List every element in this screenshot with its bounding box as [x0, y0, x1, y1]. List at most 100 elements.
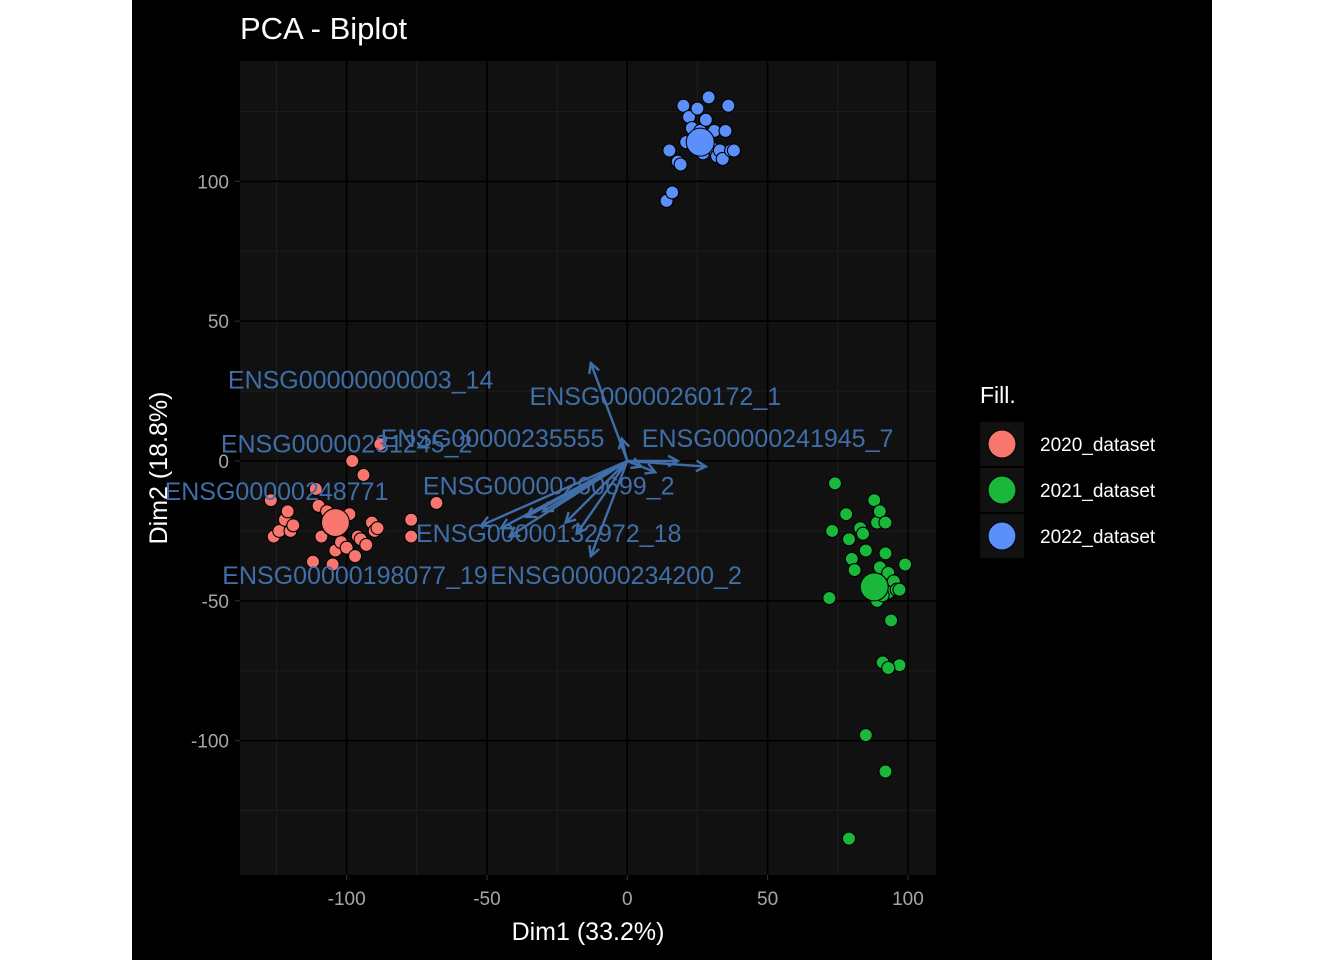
data-point: [348, 549, 363, 564]
data-point: [827, 476, 843, 491]
legend-label: 2022_dataset: [1040, 527, 1156, 548]
variable-arrow-head: [479, 515, 493, 528]
legend-swatch: [987, 475, 1017, 505]
variable-arrows: [479, 360, 709, 559]
variable-labels: ENSG00000000003_14 ENSG00000260172_1 ENSG0…: [165, 366, 894, 590]
data-point: [822, 591, 837, 606]
y-tick-label: 50: [208, 312, 229, 333]
y-tick-label: 100: [197, 172, 229, 193]
variable-arrow-head: [498, 518, 513, 530]
variable-label: ENSG00000241945_7: [642, 425, 894, 453]
y-axis-label: Dim2 (18.8%): [145, 392, 173, 545]
data-point: [726, 143, 741, 158]
data-point: [665, 185, 680, 200]
variable-arrow: [564, 460, 629, 524]
data-point: [356, 467, 371, 483]
data-point: [429, 495, 444, 511]
legend: Fill. 2020_dataset 2021_dataset 2022_datas…: [980, 382, 1156, 558]
data-point: [325, 557, 340, 572]
data-point: [878, 764, 893, 779]
x-axis-label: Dim1 (33.2%): [512, 918, 665, 946]
major-gridlines: [240, 61, 936, 875]
y-axis-ticks: -100 -50 0 50 100: [191, 172, 240, 753]
variable-label: ENSG00000234200_2: [490, 562, 742, 590]
variable-label: ENSG00000248771: [165, 478, 389, 506]
data-point: [872, 504, 887, 519]
variable-arrow-head: [524, 507, 538, 519]
variable-arrow-head: [644, 462, 658, 475]
data-points: [263, 90, 913, 846]
x-tick-label: 100: [892, 889, 924, 910]
y-tick-label: -100: [191, 732, 229, 753]
group-centroid: [685, 127, 715, 157]
data-point: [884, 613, 899, 628]
y-tick-label: 0: [218, 452, 229, 473]
variable-arrow-head: [507, 526, 521, 538]
variable-arrow-head: [563, 511, 577, 525]
data-point: [345, 453, 360, 469]
group-centroid: [320, 507, 350, 538]
x-tick-label: -50: [473, 889, 500, 910]
data-point: [898, 557, 913, 572]
data-point: [839, 507, 854, 522]
variable-label: ENSG00000260699_2: [423, 473, 675, 501]
data-point: [878, 515, 893, 530]
data-point: [841, 532, 857, 547]
variable-label: ENSG00000000003_14: [228, 366, 494, 394]
data-point: [841, 831, 857, 846]
variable-arrow: [508, 459, 628, 538]
variable-arrow: [480, 459, 628, 527]
variable-arrow-head: [617, 436, 631, 450]
group-centroid: [859, 572, 889, 602]
variable-label: ENSG00000235555: [381, 425, 605, 453]
chart-title: PCA - Biplot: [240, 11, 408, 46]
data-point: [263, 493, 278, 508]
variable-arrow: [575, 460, 629, 535]
variable-arrow-head: [588, 545, 600, 559]
variable-arrow: [589, 460, 629, 557]
variable-label: ENSG00000231245_2: [221, 431, 473, 459]
variable-arrow-head: [575, 522, 588, 536]
variable-arrow-head: [588, 360, 600, 375]
legend-swatch: [987, 429, 1017, 459]
data-point: [370, 521, 385, 536]
data-point: [662, 143, 677, 158]
x-axis-ticks: -100 -50 0 50 100: [328, 875, 924, 910]
data-point: [881, 660, 896, 676]
data-point: [825, 523, 840, 538]
variable-arrow-head: [695, 459, 709, 473]
x-tick-label: -100: [328, 889, 366, 910]
x-tick-label: 50: [757, 889, 778, 910]
legend-swatch: [987, 521, 1017, 551]
data-point: [858, 543, 873, 558]
data-point: [721, 98, 736, 113]
data-point: [673, 157, 688, 172]
legend-label: 2021_dataset: [1040, 481, 1156, 502]
x-tick-label: 0: [622, 889, 633, 910]
data-point: [373, 437, 388, 452]
data-point: [305, 554, 321, 569]
variable-arrow: [620, 438, 629, 462]
data-point: [892, 582, 907, 597]
data-point: [308, 481, 323, 497]
data-point: [715, 151, 730, 166]
data-point: [701, 90, 716, 105]
data-point: [286, 518, 301, 533]
variable-arrow-head: [667, 454, 681, 468]
variable-label: ENSG00000132972_18: [416, 520, 682, 548]
data-point: [867, 493, 882, 508]
data-point: [878, 546, 893, 561]
data-point: [404, 529, 419, 544]
variable-arrow: [626, 459, 656, 474]
data-point: [359, 537, 374, 552]
y-tick-label: -50: [202, 592, 229, 613]
variable-arrow: [525, 459, 628, 519]
data-point: [690, 101, 705, 116]
data-point: [339, 540, 354, 555]
data-point: [847, 563, 862, 578]
plot-panel: [240, 61, 936, 875]
data-point: [698, 112, 713, 127]
variable-label: ENSG00000198077_19: [222, 562, 488, 590]
data-point: [280, 504, 295, 519]
